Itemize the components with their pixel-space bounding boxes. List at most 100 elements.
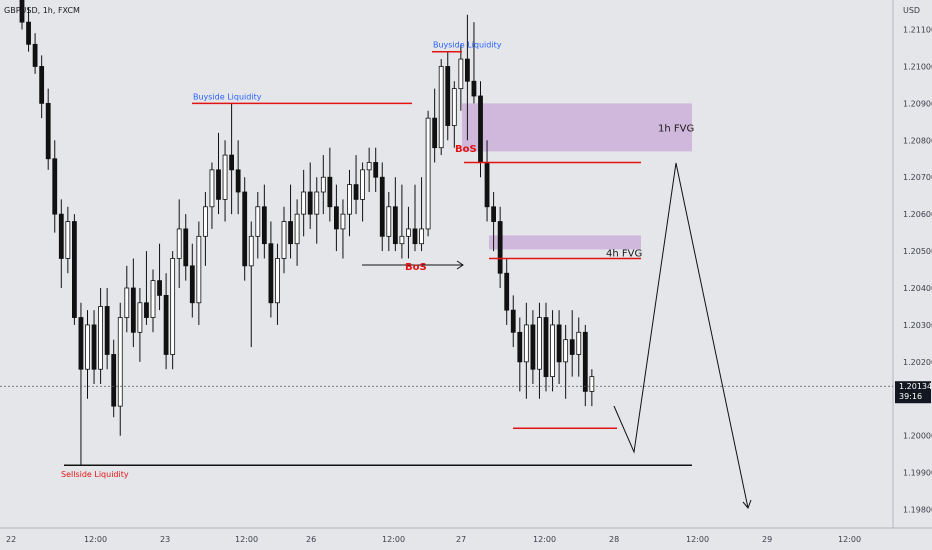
projection-path[interactable] [613, 162, 749, 509]
candle[interactable] [510, 295, 516, 348]
candle[interactable] [261, 184, 267, 259]
candle[interactable] [288, 184, 293, 259]
candle[interactable] [248, 221, 254, 348]
candle[interactable] [78, 302, 84, 466]
candle[interactable] [216, 132, 221, 215]
candle-body [281, 221, 287, 259]
candle[interactable] [445, 51, 451, 141]
candle[interactable] [124, 265, 130, 333]
candle[interactable] [202, 192, 208, 266]
candle[interactable] [523, 302, 529, 399]
candle[interactable] [255, 192, 261, 259]
candle[interactable] [360, 162, 366, 222]
time-axis[interactable]: 22 12:00 23 12:00 26 12:00 27 12:00 28 12:00 29 12:… [6, 535, 861, 544]
candle[interactable] [550, 310, 555, 392]
candle[interactable] [340, 199, 346, 259]
candle[interactable] [530, 310, 536, 384]
candle[interactable] [183, 214, 189, 281]
candle[interactable] [451, 81, 457, 148]
candle[interactable] [170, 251, 176, 370]
candle-body [399, 235, 405, 245]
candle[interactable] [150, 269, 156, 333]
candle[interactable] [491, 192, 497, 252]
candle[interactable] [543, 302, 549, 392]
candle[interactable] [320, 155, 326, 215]
candle[interactable] [242, 177, 248, 281]
candle[interactable] [26, 7, 31, 52]
candle[interactable] [471, 22, 477, 104]
candle[interactable] [373, 147, 379, 192]
candle[interactable] [275, 243, 280, 325]
candle[interactable] [137, 288, 143, 362]
candle[interactable] [406, 206, 411, 259]
candle[interactable] [576, 317, 582, 377]
candle[interactable] [45, 88, 51, 170]
candle[interactable] [504, 258, 510, 325]
candle[interactable] [235, 140, 241, 215]
candle[interactable] [497, 206, 503, 288]
candle[interactable] [65, 206, 71, 274]
candle[interactable] [144, 251, 149, 325]
candle[interactable] [438, 59, 444, 156]
candle-body [360, 169, 366, 200]
candle[interactable] [333, 184, 339, 252]
candle[interactable] [399, 184, 405, 259]
time-tick-8: 28 [609, 535, 619, 544]
candle[interactable] [347, 169, 352, 237]
candle[interactable] [379, 162, 385, 252]
candle-body [464, 58, 470, 82]
candle[interactable] [111, 339, 117, 418]
candle[interactable] [556, 310, 562, 384]
candle[interactable] [281, 206, 287, 274]
candle[interactable] [229, 103, 235, 215]
candle[interactable] [301, 169, 307, 237]
candle[interactable] [353, 155, 359, 215]
price-tick-9: 1.20200 [903, 358, 932, 367]
candle[interactable] [52, 140, 58, 233]
candle[interactable] [517, 317, 523, 392]
candle[interactable] [189, 243, 195, 318]
candle[interactable] [157, 243, 162, 311]
candle[interactable] [98, 288, 103, 384]
candle[interactable] [425, 110, 431, 237]
candle[interactable] [458, 44, 464, 111]
candle[interactable] [222, 140, 228, 222]
candle[interactable] [366, 147, 372, 192]
candle[interactable] [327, 147, 333, 222]
candle[interactable] [307, 162, 313, 229]
candle[interactable] [314, 177, 320, 244]
candle[interactable] [412, 184, 418, 252]
candle[interactable] [589, 369, 595, 407]
candle[interactable] [163, 273, 169, 370]
candle[interactable] [104, 288, 110, 370]
candle[interactable] [58, 199, 64, 288]
candle[interactable] [39, 55, 45, 119]
candle-body [497, 221, 503, 274]
candle[interactable] [176, 199, 182, 288]
candle[interactable] [85, 310, 90, 399]
fvg-1h-zone[interactable] [462, 103, 692, 152]
candle[interactable] [209, 162, 215, 229]
candle[interactable] [569, 310, 575, 377]
candle[interactable] [419, 177, 424, 252]
candle[interactable] [386, 192, 392, 252]
candle[interactable] [464, 14, 470, 141]
candle[interactable] [72, 214, 77, 325]
candle[interactable] [196, 221, 202, 325]
candle[interactable] [91, 310, 97, 384]
candle[interactable] [19, 0, 25, 30]
candle[interactable] [268, 221, 274, 318]
candle[interactable] [582, 324, 588, 407]
buyside-liquidity-label-left: Buyside Liquidity [193, 92, 262, 101]
candle[interactable] [130, 258, 136, 348]
candle[interactable] [537, 302, 542, 399]
candle-body [235, 169, 241, 193]
candle[interactable] [392, 177, 398, 252]
candle[interactable] [294, 199, 300, 266]
candle[interactable] [432, 88, 438, 163]
price-axis[interactable]: 1.21100 1.21000 1.20900 1.20800 1.20700 1.206… [903, 26, 932, 515]
candle[interactable] [32, 33, 38, 74]
candle[interactable] [117, 302, 123, 436]
fvg-4h-zone[interactable] [489, 235, 641, 250]
